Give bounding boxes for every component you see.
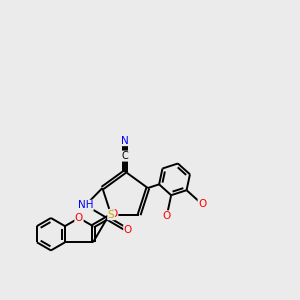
Text: O: O — [110, 209, 118, 219]
Text: O: O — [163, 211, 171, 221]
Text: N: N — [121, 136, 129, 146]
Text: NH: NH — [78, 200, 93, 210]
Text: C: C — [122, 151, 128, 161]
Text: O: O — [75, 213, 83, 223]
Text: O: O — [124, 225, 132, 235]
Text: S: S — [108, 210, 114, 220]
Text: O: O — [198, 199, 206, 209]
